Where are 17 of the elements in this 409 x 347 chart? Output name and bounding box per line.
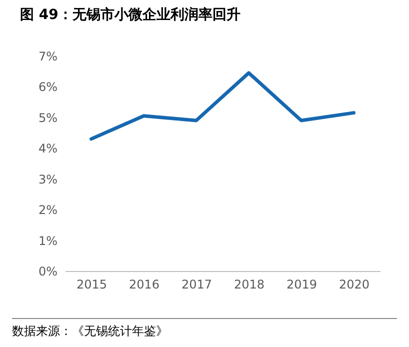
- x-tick-label: 2019: [286, 278, 318, 292]
- y-tick-label: 0%: [38, 264, 58, 278]
- x-tick-label: 2017: [181, 278, 212, 292]
- chart-title: 图 49：无锡市小微企业利润率回升: [20, 6, 240, 23]
- y-tick-label: 3%: [38, 172, 58, 186]
- source-note: 数据来源：《无锡统计年鉴》: [12, 318, 397, 340]
- y-tick-label: 1%: [38, 234, 58, 248]
- x-tick-label: 2015: [76, 278, 108, 292]
- line-series: [90, 71, 356, 141]
- x-tick-label: 2020: [338, 278, 370, 292]
- y-tick-label: 6%: [38, 80, 58, 94]
- x-tick-label: 2018: [234, 278, 265, 292]
- y-tick-label: 5%: [38, 110, 58, 125]
- y-tick-label: 4%: [38, 142, 58, 156]
- y-tick-label: 2%: [38, 203, 58, 218]
- y-tick-label: 7%: [38, 50, 58, 64]
- x-tick-label: 2016: [128, 278, 160, 292]
